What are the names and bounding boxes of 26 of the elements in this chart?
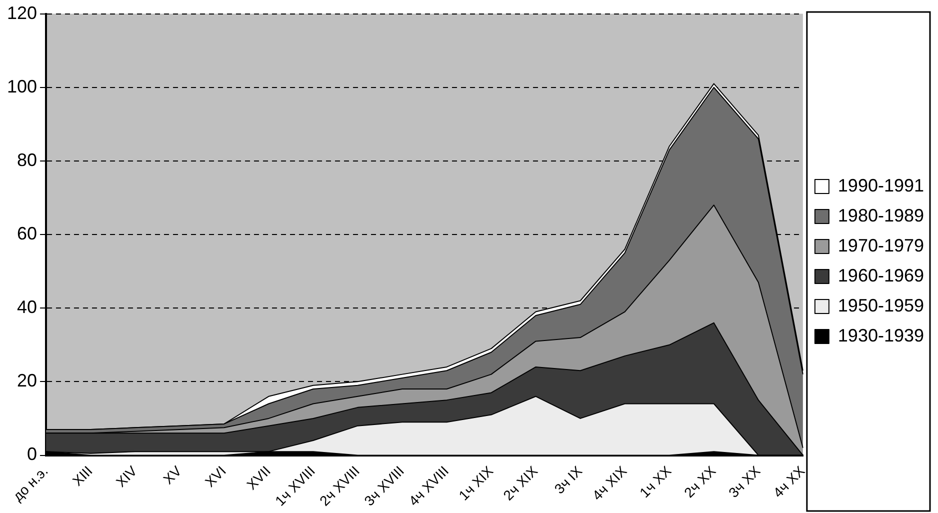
y-tick-label: 20	[17, 370, 38, 391]
legend-label: 1990-1991	[838, 175, 924, 196]
x-tick-label: XV	[160, 462, 185, 488]
x-tick-label: 4ч XX	[770, 462, 808, 501]
x-tick-label: 4ч XIX	[588, 462, 630, 504]
x-tick-label: XVI	[202, 462, 229, 490]
legend-label: 1950-1959	[838, 295, 924, 316]
y-tick-label: 0	[27, 444, 38, 464]
y-tick-label: 120	[6, 2, 38, 23]
x-tick-label: 1ч XIX	[455, 462, 497, 504]
x-tick-label: XIII	[69, 462, 96, 489]
x-tick-label: 3ч XX	[725, 462, 764, 501]
x-tick-label: до н.э.	[10, 462, 51, 504]
x-tick-label: 2ч XIX	[500, 462, 542, 504]
y-tick-label: 60	[17, 223, 38, 244]
x-tick-label: 2ч XX	[680, 462, 720, 501]
legend-label: 1970-1979	[838, 235, 924, 256]
x-tick-label: XIV	[112, 462, 140, 490]
legend-label: 1930-1939	[838, 325, 924, 346]
x-tick-label: 1ч XX	[636, 462, 675, 501]
x-tick-label: 3ч IX	[551, 462, 586, 497]
legend-label: 1960-1969	[838, 265, 924, 286]
legend-label: 1980-1989	[838, 205, 924, 226]
y-tick-label: 40	[17, 297, 38, 318]
y-tick-label: 100	[6, 76, 38, 96]
y-tick-label: 80	[17, 150, 38, 170]
